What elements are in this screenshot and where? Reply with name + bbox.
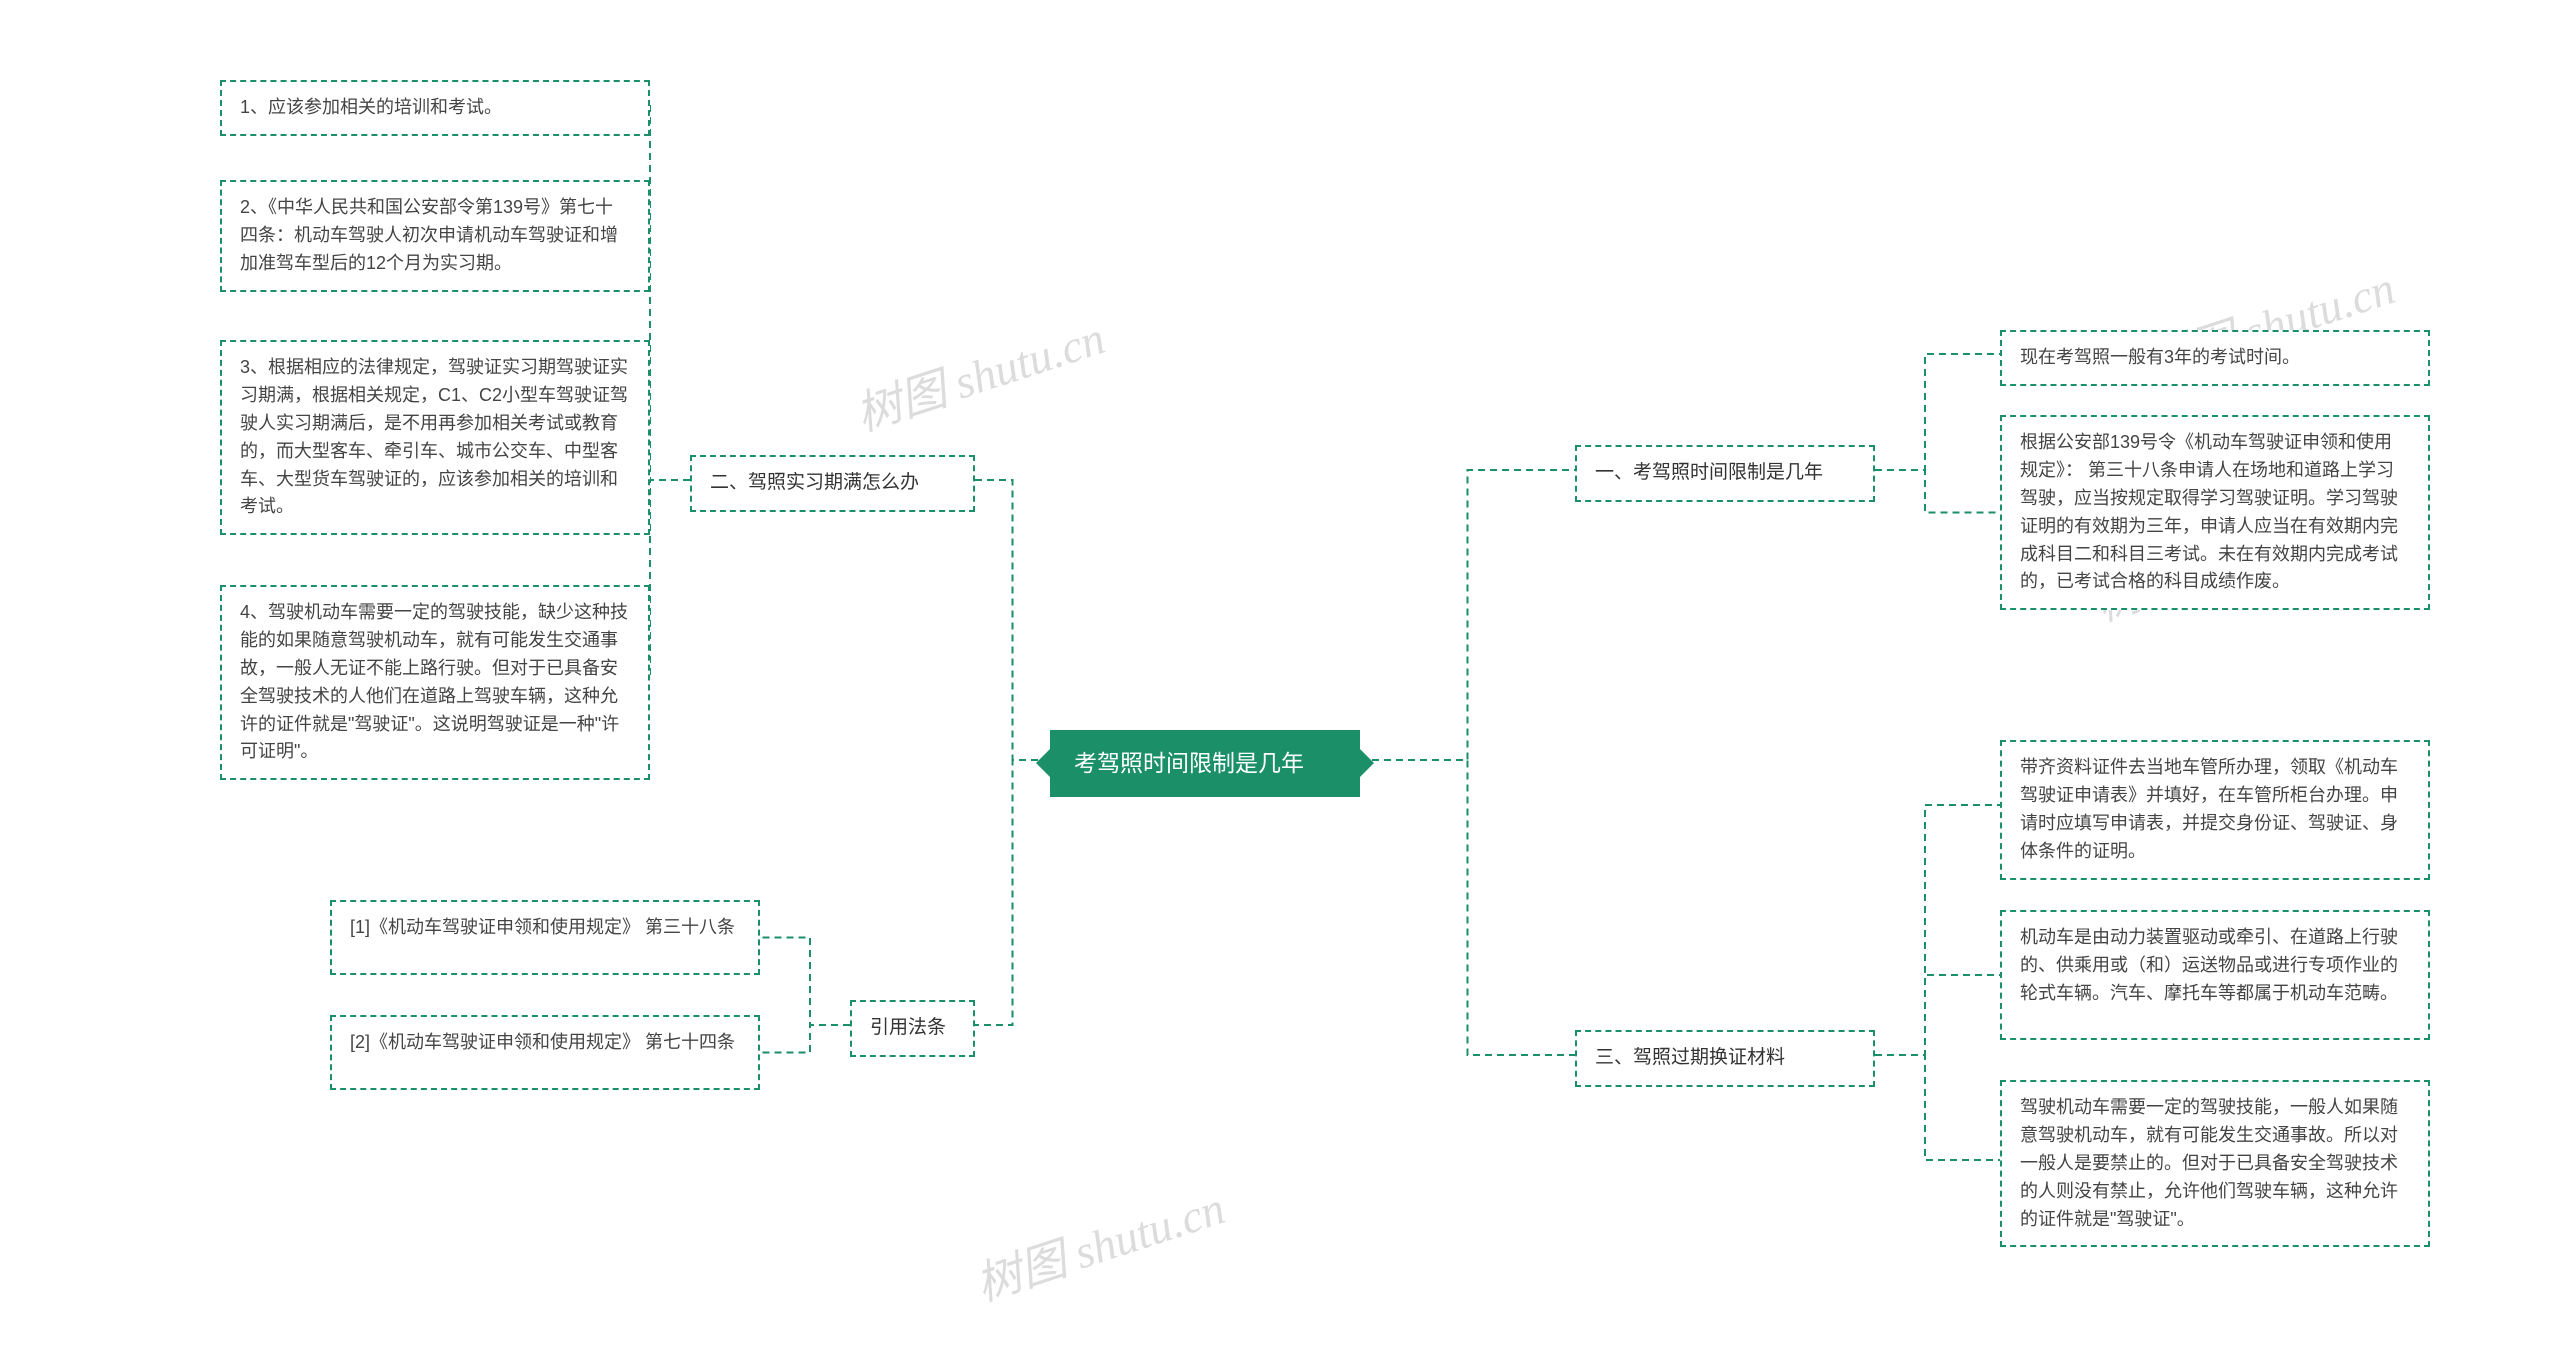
leaf-text: 现在考驾照一般有3年的考试时间。 <box>2020 347 2300 367</box>
leaf-text: 2、《中华人民共和国公安部令第139号》第七十四条：机动车驾驶人初次申请机动车驾… <box>240 197 618 273</box>
leaf-text: 带齐资料证件去当地车管所办理，领取《机动车驾驶证申请表》并填好，在车管所柜台办理… <box>2020 757 2398 861</box>
leaf-text: [2]《机动车驾驶证申领和使用规定》 第七十四条 <box>350 1032 735 1052</box>
leaf-text: 驾驶机动车需要一定的驾驶技能，一般人如果随意驾驶机动车，就有可能发生交通事故。所… <box>2020 1097 2398 1229</box>
leaf-text: [1]《机动车驾驶证申领和使用规定》 第三十八条 <box>350 917 735 937</box>
leaf-text: 4、驾驶机动车需要一定的驾驶技能，缺少这种技能的如果随意驾驶机动车，就有可能发生… <box>240 602 628 761</box>
leaf-node[interactable]: 带齐资料证件去当地车管所办理，领取《机动车驾驶证申请表》并填好，在车管所柜台办理… <box>2000 740 2430 880</box>
leaf-node[interactable]: [1]《机动车驾驶证申领和使用规定》 第三十八条 <box>330 900 760 975</box>
branch-renewal-materials[interactable]: 三、驾照过期换证材料 <box>1575 1030 1875 1087</box>
root-node[interactable]: 考驾照时间限制是几年 <box>1050 730 1360 797</box>
branch-time-limit[interactable]: 一、考驾照时间限制是几年 <box>1575 445 1875 502</box>
branch-label: 一、考驾照时间限制是几年 <box>1595 462 1823 483</box>
branch-references[interactable]: 引用法条 <box>850 1000 975 1057</box>
leaf-text: 3、根据相应的法律规定，驾驶证实习期驾驶证实习期满，根据相关规定，C1、C2小型… <box>240 357 628 516</box>
leaf-text: 1、应该参加相关的培训和考试。 <box>240 97 502 117</box>
leaf-text: 机动车是由动力装置驱动或牵引、在道路上行驶的、供乘用或（和）运送物品或进行专项作… <box>2020 927 2398 1003</box>
leaf-node[interactable]: [2]《机动车驾驶证申领和使用规定》 第七十四条 <box>330 1015 760 1090</box>
leaf-node[interactable]: 2、《中华人民共和国公安部令第139号》第七十四条：机动车驾驶人初次申请机动车驾… <box>220 180 650 292</box>
branch-label: 三、驾照过期换证材料 <box>1595 1047 1785 1068</box>
branch-label: 引用法条 <box>870 1017 946 1038</box>
watermark: 树图 shutu.cn <box>966 1172 1232 1315</box>
watermark: 树图 shutu.cn <box>846 302 1112 445</box>
leaf-node[interactable]: 驾驶机动车需要一定的驾驶技能，一般人如果随意驾驶机动车，就有可能发生交通事故。所… <box>2000 1080 2430 1247</box>
leaf-node[interactable]: 3、根据相应的法律规定，驾驶证实习期驾驶证实习期满，根据相关规定，C1、C2小型… <box>220 340 650 535</box>
mindmap-canvas: 树图 shutu.cn 树图 shutu.cn 树图 shutu.cn 树图 s… <box>0 0 2560 1367</box>
leaf-node[interactable]: 根据公安部139号令《机动车驾驶证申领和使用规定》： 第三十八条申请人在场地和道… <box>2000 415 2430 610</box>
leaf-node[interactable]: 现在考驾照一般有3年的考试时间。 <box>2000 330 2430 386</box>
root-label: 考驾照时间限制是几年 <box>1074 750 1304 776</box>
leaf-node[interactable]: 4、驾驶机动车需要一定的驾驶技能，缺少这种技能的如果随意驾驶机动车，就有可能发生… <box>220 585 650 780</box>
leaf-node[interactable]: 1、应该参加相关的培训和考试。 <box>220 80 650 136</box>
branch-internship-end[interactable]: 二、驾照实习期满怎么办 <box>690 455 975 512</box>
leaf-node[interactable]: 机动车是由动力装置驱动或牵引、在道路上行驶的、供乘用或（和）运送物品或进行专项作… <box>2000 910 2430 1040</box>
leaf-text: 根据公安部139号令《机动车驾驶证申领和使用规定》： 第三十八条申请人在场地和道… <box>2020 432 2398 591</box>
branch-label: 二、驾照实习期满怎么办 <box>710 472 919 493</box>
